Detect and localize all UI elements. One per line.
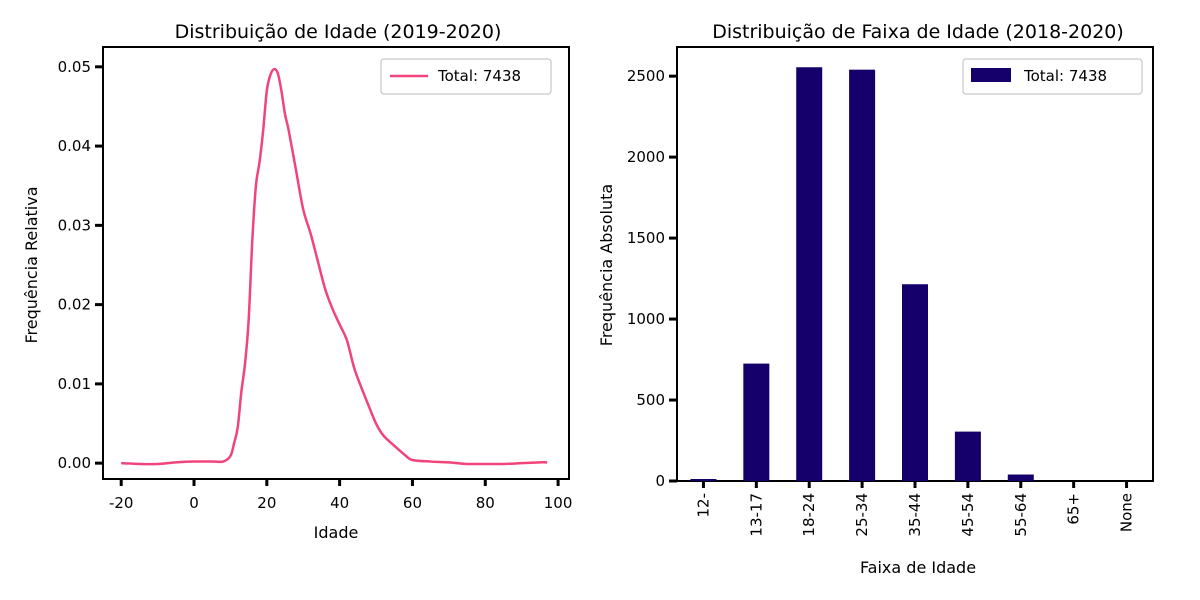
- bar-13-17: [743, 363, 770, 481]
- bar-25-34: [849, 69, 876, 482]
- x-tick-label: 45-54: [959, 493, 977, 537]
- x-tick-label: 20: [257, 494, 276, 512]
- legend-entry: Total: 7438: [437, 67, 521, 85]
- x-tick-label: None: [1118, 493, 1136, 532]
- x-tick-label: 13-17: [747, 493, 765, 537]
- x-tick-label: 12-: [694, 493, 712, 518]
- age-density-chart: Distribuição de Idade (2019-2020) -20 0 20…: [22, 21, 572, 542]
- x-tick-label: 60: [403, 494, 422, 512]
- bars: [690, 67, 1034, 482]
- chart-title: Distribuição de Idade (2019-2020): [175, 21, 502, 43]
- x-tick-label: 0: [189, 494, 199, 512]
- x-tick-label: -20: [109, 494, 134, 512]
- x-tick-label: 65+: [1065, 493, 1083, 525]
- y-axis-ticks: 0.00 0.01 0.02 0.03 0.04 0.05: [58, 58, 103, 472]
- legend-entry: Total: 7438: [1023, 67, 1107, 85]
- x-tick-label: 80: [476, 494, 495, 512]
- chart-title: Distribuição de Faixa de Idade (2018-202…: [712, 21, 1124, 43]
- y-tick-label: 2500: [627, 67, 665, 85]
- y-tick-label: 500: [636, 391, 665, 409]
- x-axis-label: Idade: [314, 523, 359, 542]
- legend-box: [962, 58, 1143, 95]
- x-tick-label: 40: [330, 494, 349, 512]
- density-line: [121, 67, 548, 466]
- x-tick-label: 100: [544, 494, 573, 512]
- y-axis-ticks: 0 500 1000 1500 2000 2500: [627, 67, 677, 490]
- y-tick-label: 2000: [627, 148, 665, 166]
- legend-box: [380, 58, 552, 95]
- age-group-bar-chart: Distribuição de Faixa de Idade (2018-202…: [597, 21, 1154, 577]
- x-axis-label: Faixa de Idade: [860, 558, 976, 577]
- y-axis-label: Frequência Relativa: [22, 186, 41, 343]
- plot-border: [102, 46, 570, 480]
- y-tick-label: 0.00: [58, 454, 91, 472]
- y-tick-label: 0: [655, 472, 665, 490]
- y-tick-label: 0.02: [58, 296, 91, 314]
- bar-35-44: [902, 284, 928, 481]
- x-tick-label: 55-64: [1012, 493, 1030, 537]
- legend: Total: 7438: [380, 58, 552, 95]
- x-tick-label: 35-44: [906, 493, 924, 537]
- y-axis-label: Frequência Absoluta: [597, 184, 616, 346]
- plot-frame: [676, 46, 1154, 482]
- legend: Total: 7438: [962, 58, 1143, 95]
- y-tick-label: 1500: [627, 229, 665, 247]
- bar-55-64: [1007, 474, 1034, 481]
- x-axis-ticks: 12- 13-17 18-24 25-34 35-44 45-54 55-64 65+ None: [694, 481, 1136, 537]
- bar-18-24: [796, 67, 823, 481]
- y-tick-label: 0.01: [58, 375, 91, 393]
- x-tick-label: 18-24: [800, 493, 818, 537]
- plot-border: [676, 46, 1154, 482]
- y-tick-label: 1000: [627, 310, 665, 328]
- x-tick-label: 25-34: [853, 493, 871, 537]
- y-tick-label: 0.03: [58, 216, 91, 234]
- x-axis-ticks: -20 0 20 40 60 80 100: [109, 479, 572, 512]
- legend-bar-swatch: [971, 68, 1011, 82]
- bar-12-: [690, 479, 717, 481]
- y-tick-label: 0.04: [58, 137, 91, 155]
- density-curve: [121, 67, 548, 466]
- plot-frame: [102, 46, 570, 480]
- y-tick-label: 0.05: [58, 58, 91, 76]
- bar-45-54: [954, 431, 981, 481]
